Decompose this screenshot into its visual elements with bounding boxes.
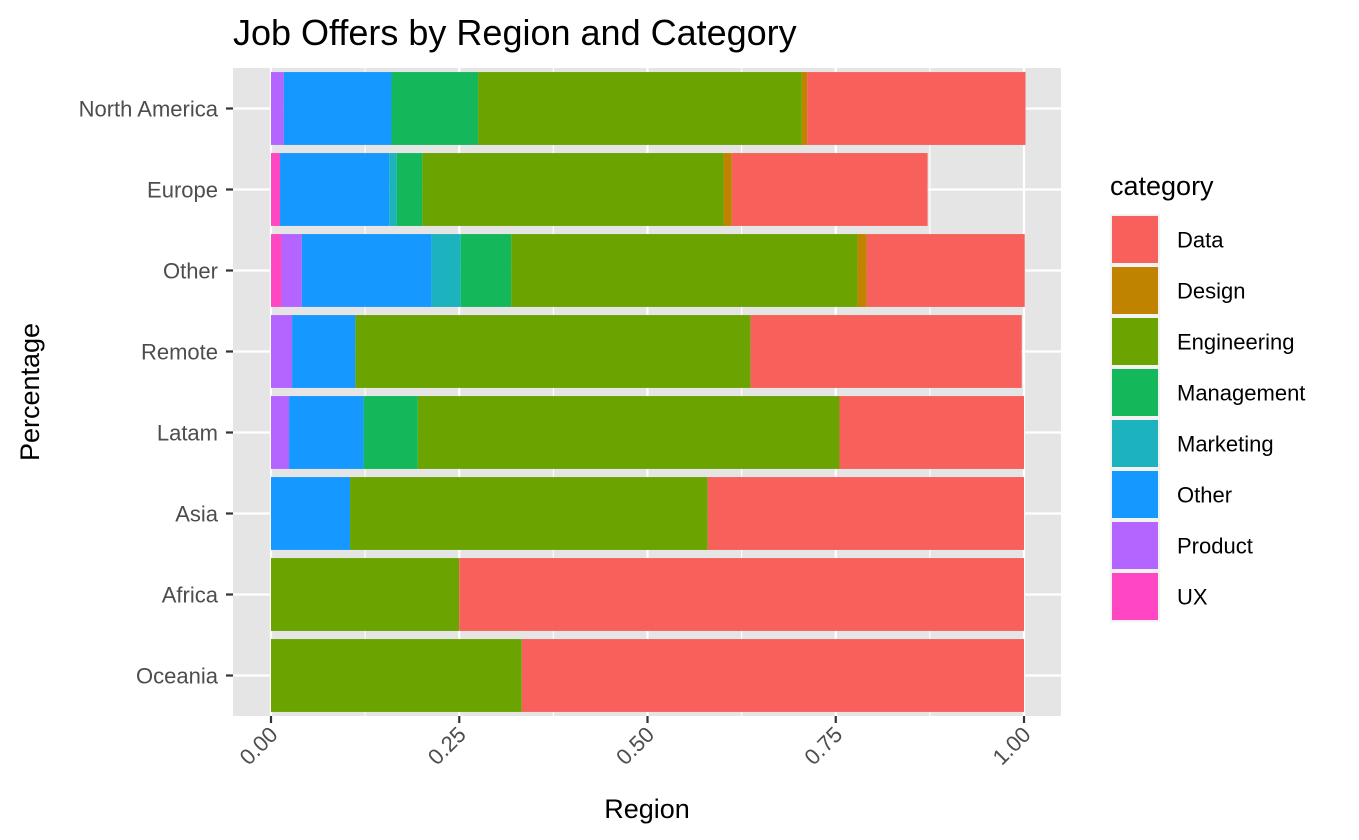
bar-row-asia — [271, 477, 1024, 550]
y-axis: North America Europe Other Remote Latam Asia A… — [79, 97, 233, 689]
bar-segment-other-engineering — [511, 234, 858, 307]
y-tick-label: Europe — [147, 178, 218, 203]
legend-key-swatch — [1112, 369, 1158, 416]
chart-title: Job Offers by Region and Category — [233, 12, 797, 53]
legend-label: Data — [1177, 228, 1224, 253]
bar-segment-other-data — [866, 234, 1025, 307]
bar-segment-africa-data — [459, 558, 1024, 631]
bar-segment-north-america-data — [807, 72, 1026, 145]
bar-segment-other-ux — [271, 234, 282, 307]
bar-segment-other-other — [301, 234, 432, 307]
bar-segment-north-america-design — [801, 72, 808, 145]
bar-segment-oceania-engineering — [271, 639, 522, 712]
bar-segment-europe-marketing — [389, 153, 397, 226]
bar-segment-africa-engineering — [271, 558, 460, 631]
legend-title: category — [1110, 171, 1214, 201]
bar-segment-latam-management — [363, 396, 418, 469]
legend-key-swatch — [1112, 522, 1158, 569]
bar-segment-other-design — [857, 234, 867, 307]
bar-segment-europe-engineering — [422, 153, 724, 226]
x-axis-title: Region — [604, 794, 690, 824]
legend-key-swatch — [1112, 573, 1158, 620]
legend-key-swatch — [1112, 318, 1158, 365]
legend-item-ux: UX — [1110, 571, 1208, 622]
bar-segment-latam-engineering — [417, 396, 840, 469]
y-tick-label: Asia — [175, 502, 219, 527]
bar-segment-europe-ux — [271, 153, 281, 226]
bar-segment-remote-other — [292, 315, 356, 388]
y-tick-label: North America — [79, 97, 219, 122]
legend-item-product: Product — [1110, 520, 1253, 571]
bars — [271, 72, 1026, 712]
bar-segment-europe-data — [731, 153, 928, 226]
bar-segment-other-management — [460, 234, 512, 307]
legend-item-data: Data — [1110, 214, 1224, 265]
legend-label: UX — [1177, 585, 1208, 610]
legend-item-management: Management — [1110, 367, 1305, 418]
y-tick-label: Other — [163, 259, 218, 284]
x-tick-label: 0.50 — [611, 722, 659, 770]
bar-segment-other-product — [281, 234, 302, 307]
bar-row-latam — [271, 396, 1024, 469]
bar-segment-europe-other — [280, 153, 390, 226]
x-tick-label: 0.00 — [235, 722, 283, 770]
y-axis-title: Percentage — [15, 323, 45, 461]
bar-row-europe — [271, 153, 928, 226]
bar-segment-asia-engineering — [350, 477, 708, 550]
bar-segment-asia-data — [707, 477, 1024, 550]
legend-key-swatch — [1112, 267, 1158, 314]
legend: category Data Design Engineering Management… — [1110, 171, 1305, 622]
bar-segment-north-america-engineering — [478, 72, 802, 145]
bar-segment-other-marketing — [431, 234, 461, 307]
bar-segment-remote-product — [271, 315, 293, 388]
bar-segment-north-america-product — [271, 72, 284, 145]
bar-segment-north-america-management — [391, 72, 479, 145]
y-tick-label: Africa — [162, 583, 219, 608]
bar-row-oceania — [271, 639, 1024, 712]
bar-segment-remote-engineering — [355, 315, 751, 388]
legend-label: Other — [1177, 483, 1232, 508]
bar-segment-europe-design — [723, 153, 732, 226]
legend-item-design: Design — [1110, 265, 1245, 316]
x-tick-label: 0.25 — [423, 722, 471, 770]
legend-label: Marketing — [1177, 432, 1274, 457]
bar-row-other — [271, 234, 1025, 307]
x-axis: 0.00 0.25 0.50 0.75 1.00 — [235, 716, 1036, 770]
bar-segment-north-america-other — [283, 72, 392, 145]
bar-segment-europe-management — [396, 153, 423, 226]
legend-item-marketing: Marketing — [1110, 418, 1274, 469]
legend-key-swatch — [1112, 216, 1158, 263]
legend-item-other: Other — [1110, 469, 1232, 520]
y-tick-label: Oceania — [136, 664, 219, 689]
bar-segment-oceania-data — [521, 639, 1024, 712]
x-tick-label: 0.75 — [799, 722, 847, 770]
legend-key-swatch — [1112, 420, 1158, 467]
legend-label: Engineering — [1177, 330, 1294, 355]
legend-key-swatch — [1112, 471, 1158, 518]
bar-row-remote — [271, 315, 1022, 388]
x-tick-label: 1.00 — [988, 722, 1036, 770]
bar-segment-latam-data — [839, 396, 1024, 469]
y-tick-label: Latam — [157, 421, 218, 446]
bar-segment-remote-data — [750, 315, 1022, 388]
bar-segment-latam-other — [289, 396, 364, 469]
bar-row-north-america — [271, 72, 1026, 145]
bar-segment-asia-other — [271, 477, 351, 550]
legend-item-engineering: Engineering — [1110, 316, 1294, 367]
y-tick-label: Remote — [141, 340, 218, 365]
legend-label: Product — [1177, 534, 1253, 559]
legend-label: Design — [1177, 279, 1245, 304]
legend-label: Management — [1177, 381, 1305, 406]
bar-segment-latam-product — [271, 396, 290, 469]
bar-row-africa — [271, 558, 1024, 631]
